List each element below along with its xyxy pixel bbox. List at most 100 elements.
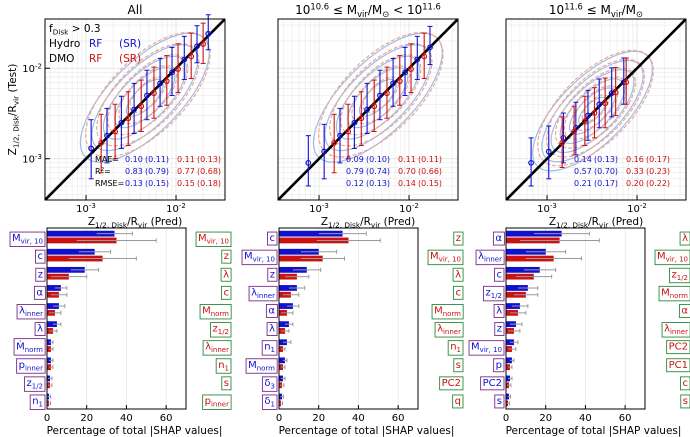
legend-dmo-sr: (SR) bbox=[119, 53, 141, 65]
metric-dmo-sr: (0.11) bbox=[418, 155, 442, 164]
legend-dmo: DMO bbox=[49, 53, 74, 65]
panel-title: 1010.6 ≤ Mvir/M⊙ < 1011.6 bbox=[295, 1, 441, 19]
x-tick-label: 10-2 bbox=[399, 202, 419, 215]
data-point bbox=[200, 41, 207, 47]
data-point bbox=[144, 92, 150, 99]
hydro-feature-label: λinner bbox=[19, 305, 43, 318]
dmo-feature-label: λ bbox=[223, 269, 229, 280]
metric-hydro-sr: (0.13) bbox=[594, 155, 618, 164]
panel-title: 1011.6 ≤ Mvir/M⊙ bbox=[549, 1, 643, 19]
data-point bbox=[104, 132, 110, 139]
dmo-label-box bbox=[453, 285, 464, 300]
hydro-label-box bbox=[35, 267, 46, 282]
bar-x-tick-label: 0 bbox=[503, 413, 509, 424]
dmo-feature-label: pinner bbox=[205, 396, 229, 409]
bar-axes-frame bbox=[46, 227, 187, 410]
hydro-label-box bbox=[248, 285, 278, 302]
axes-frame bbox=[44, 18, 226, 201]
hydro-bar bbox=[47, 285, 61, 291]
data-point bbox=[421, 53, 428, 60]
data-point bbox=[427, 44, 433, 51]
dmo-feature-label: λ bbox=[682, 233, 688, 244]
hydro-feature-label: c bbox=[270, 233, 276, 244]
hydro-feature-label: z bbox=[497, 324, 502, 335]
dmo-label-box bbox=[666, 340, 690, 355]
data-point bbox=[194, 43, 200, 50]
hydro-feature-label: α bbox=[36, 287, 43, 298]
hydro-label-box bbox=[13, 338, 46, 356]
data-point bbox=[337, 132, 343, 139]
data-point bbox=[181, 56, 188, 63]
hydro-label-box bbox=[266, 322, 278, 336]
hydro-label-box bbox=[16, 304, 46, 320]
hydro-label-box bbox=[35, 249, 46, 264]
hydro-feature-label: λinner bbox=[478, 251, 502, 264]
scatter-panel-2: 10-3 10-2Z1/2, Disk/Rvir (Pred) 1011.6 ≤ M… bbox=[505, 1, 687, 230]
dmo-feature-label: Mvir, 10 bbox=[198, 233, 229, 246]
dmo-label-box bbox=[210, 322, 232, 338]
data-point bbox=[384, 90, 390, 97]
x-tick-label: 10-3 bbox=[76, 202, 96, 215]
hydro-label-box bbox=[9, 231, 46, 248]
metric-dmo-rf: 0.20 bbox=[626, 179, 644, 188]
hydro-bar bbox=[279, 230, 343, 237]
x-tick-label: 10-3 bbox=[309, 202, 329, 215]
hydro-feature-label: Mvir, 10 bbox=[12, 233, 43, 246]
metric-dmo-sr: (0.68) bbox=[197, 167, 221, 176]
bar-x-axis-label: Percentage of total |SHAP values| bbox=[506, 425, 682, 437]
bar-x-tick-label: 40 bbox=[120, 413, 133, 424]
hydro-bar bbox=[279, 285, 297, 291]
data-point bbox=[414, 56, 421, 63]
x-axis-label: Z1/2, Disk/Rvir (Pred) bbox=[88, 216, 182, 230]
data-point bbox=[390, 80, 396, 87]
metric-dmo-rf: 0.15 bbox=[177, 179, 195, 188]
hydro-label-box bbox=[480, 376, 505, 391]
hydro-label-box bbox=[492, 231, 505, 246]
data-point bbox=[125, 115, 132, 122]
dmo-feature-label: Mnorm bbox=[434, 305, 461, 318]
axes-frame bbox=[277, 18, 459, 201]
dmo-label-box bbox=[431, 304, 464, 320]
hydro-bar bbox=[506, 357, 512, 364]
data-point bbox=[163, 78, 170, 85]
hydro-feature-label: pinner bbox=[19, 360, 43, 373]
legend-dmo-rf: RF bbox=[89, 53, 102, 65]
data-point bbox=[157, 80, 163, 87]
hydro-bar bbox=[47, 321, 57, 328]
hydro-label-box bbox=[33, 285, 46, 300]
x-tick-label: 10-2 bbox=[627, 202, 647, 215]
hydro-bar bbox=[279, 357, 285, 364]
data-point bbox=[331, 139, 338, 146]
one-to-one-line bbox=[45, 19, 225, 200]
data-point bbox=[358, 115, 365, 122]
dmo-feature-label: Mnorm bbox=[661, 287, 688, 300]
dmo-feature-label: c bbox=[683, 378, 689, 389]
hydro-bar bbox=[47, 248, 95, 255]
dmo-label-box bbox=[439, 376, 464, 391]
data-point bbox=[402, 69, 408, 76]
hydro-bar bbox=[279, 248, 319, 255]
dmo-label-box bbox=[447, 340, 464, 356]
data-point bbox=[377, 92, 383, 99]
metric-hydro-sr: (0.17) bbox=[594, 179, 618, 188]
hydro-label-box bbox=[493, 304, 505, 318]
bar-x-tick-label: 0 bbox=[44, 413, 50, 424]
hydro-feature-label: p bbox=[496, 360, 502, 371]
dmo-label-box bbox=[678, 304, 690, 318]
dmo-label-box bbox=[452, 267, 464, 282]
dmo-feature-label: c bbox=[456, 287, 462, 298]
hydro-label-box bbox=[261, 394, 278, 410]
hydro-feature-label: λinner bbox=[251, 287, 275, 300]
dmo-feature-label: λinner bbox=[205, 342, 229, 355]
hydro-label-box bbox=[261, 340, 278, 356]
metric-dmo-sr: (0.15) bbox=[418, 179, 442, 188]
metric-dmo-sr: (0.23) bbox=[646, 167, 670, 176]
metric-hydro-sr: (0.13) bbox=[366, 179, 390, 188]
hydro-feature-label: n1 bbox=[32, 396, 43, 409]
dmo-feature-label: n1 bbox=[450, 342, 461, 355]
dmo-label-box bbox=[215, 358, 232, 374]
hydro-label-box bbox=[241, 249, 278, 266]
hydro-bar bbox=[506, 266, 540, 273]
hydro-bar bbox=[47, 230, 115, 237]
hydro-label-box bbox=[483, 285, 505, 302]
